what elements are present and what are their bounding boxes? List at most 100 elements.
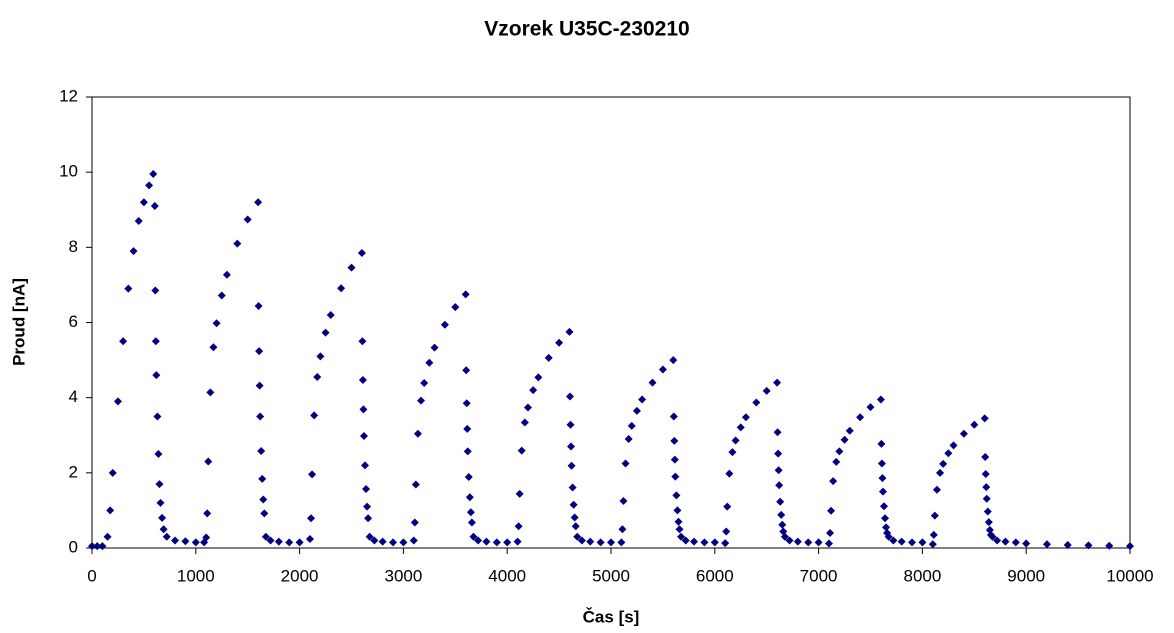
x-tick-label: 8000 <box>903 566 941 585</box>
data-point <box>152 371 161 380</box>
data-point <box>523 403 532 412</box>
data-point <box>243 215 252 224</box>
data-point <box>773 428 782 437</box>
x-tick-label: 9000 <box>1007 566 1045 585</box>
data-point <box>932 485 941 494</box>
data-point <box>417 396 426 405</box>
data-point <box>988 532 997 541</box>
data-point <box>308 470 317 479</box>
data-point <box>151 337 160 346</box>
data-point <box>347 263 356 272</box>
data-point <box>430 343 439 352</box>
data-point <box>261 532 270 541</box>
data-point <box>359 432 368 441</box>
data-point <box>752 398 761 407</box>
data-point <box>658 365 667 374</box>
data-point <box>255 381 264 390</box>
data-point <box>425 358 434 367</box>
data-point <box>632 406 641 415</box>
data-point <box>876 395 885 404</box>
data-point <box>151 286 160 295</box>
data-point <box>113 397 122 406</box>
data-point <box>723 502 732 511</box>
data-point <box>202 533 211 542</box>
data-point <box>970 420 979 429</box>
data-point <box>266 536 275 545</box>
data-point <box>827 506 836 515</box>
data-point <box>191 538 200 547</box>
data-point <box>1105 541 1114 550</box>
data-point <box>149 170 158 179</box>
data-point <box>399 538 408 547</box>
data-point <box>409 536 418 545</box>
data-point <box>908 538 917 547</box>
data-point <box>129 247 138 256</box>
x-tick-label: 6000 <box>696 566 734 585</box>
data-point <box>313 372 322 381</box>
data-point <box>440 320 449 329</box>
data-point <box>669 356 678 365</box>
data-point <box>217 291 226 300</box>
data-point <box>474 536 483 545</box>
data-point <box>627 421 636 430</box>
data-point <box>310 411 319 420</box>
data-point <box>618 525 627 534</box>
data-point <box>93 542 102 551</box>
data-point <box>222 270 231 279</box>
data-point <box>566 420 575 429</box>
data-point <box>463 447 472 456</box>
data-point <box>621 459 630 468</box>
data-point <box>983 507 992 516</box>
data-point <box>360 461 369 470</box>
data-point <box>119 337 128 346</box>
data-point <box>88 542 96 551</box>
x-tick-label: 4000 <box>488 566 526 585</box>
data-point <box>255 347 264 356</box>
data-point <box>884 532 893 541</box>
data-point <box>1042 540 1051 549</box>
data-point <box>835 447 844 456</box>
data-point <box>466 508 475 517</box>
data-point <box>254 301 263 310</box>
data-point <box>736 423 745 432</box>
data-point <box>897 537 906 546</box>
data-point <box>98 542 107 551</box>
data-point <box>777 510 786 519</box>
data-point <box>878 474 887 483</box>
data-point <box>778 520 787 529</box>
data-point <box>882 523 891 532</box>
x-tick-label: 1000 <box>177 566 215 585</box>
data-point <box>410 518 419 527</box>
data-point <box>570 513 579 522</box>
data-point <box>181 537 190 546</box>
data-point <box>573 532 582 541</box>
data-point <box>482 537 491 546</box>
data-point <box>1063 540 1072 549</box>
data-point <box>826 528 835 537</box>
data-point <box>451 303 460 312</box>
data-point <box>571 522 580 531</box>
data-point <box>939 459 948 468</box>
data-point <box>775 481 784 490</box>
y-tick-label: 6 <box>69 312 78 331</box>
data-point <box>565 327 574 336</box>
x-tick-label: 5000 <box>592 566 630 585</box>
data-point <box>669 412 678 421</box>
data-point <box>233 239 242 248</box>
data-point <box>638 395 647 404</box>
data-point <box>780 532 789 541</box>
data-point <box>881 514 890 523</box>
data-point <box>1001 537 1010 546</box>
data-point <box>577 536 586 545</box>
data-point <box>984 518 993 527</box>
data-point <box>462 399 471 408</box>
data-point <box>722 527 731 536</box>
y-axis-label: Proud [nA] <box>9 278 28 366</box>
data-point <box>534 373 543 382</box>
y-tick-label: 4 <box>69 387 78 406</box>
data-point <box>824 539 833 548</box>
y-tick-label: 2 <box>69 462 78 481</box>
data-point <box>357 248 366 257</box>
plot-area <box>91 96 1131 549</box>
data-point <box>162 532 171 541</box>
